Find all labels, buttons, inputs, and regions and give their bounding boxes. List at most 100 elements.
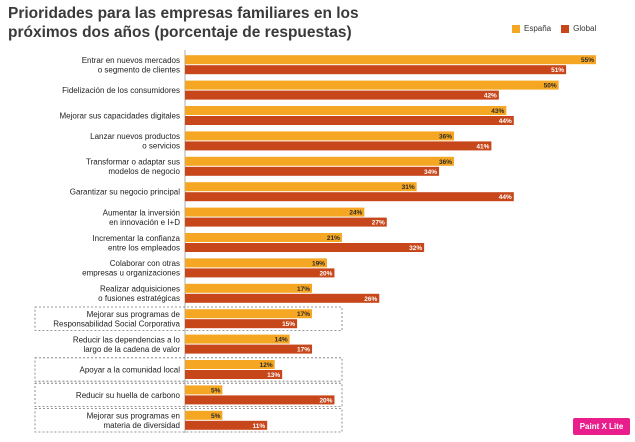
bar-global: [185, 319, 298, 329]
data-label: 34%: [424, 169, 437, 176]
category-label: materia de diversidad: [104, 421, 180, 430]
data-label: 55%: [581, 57, 594, 64]
data-label: 17%: [297, 286, 310, 293]
data-label: 15%: [282, 321, 295, 328]
category-label: Lanzar nuevos productos: [90, 132, 180, 141]
bar-global: [185, 166, 440, 176]
legend-label-global: Global: [573, 24, 597, 33]
highlight-box: [34, 408, 343, 433]
bar-global: [185, 370, 283, 379]
bar-spain: [185, 334, 290, 344]
paint-x-lite-badge: Paint X Lite: [573, 418, 630, 435]
data-label: 44%: [499, 118, 512, 125]
data-label: 17%: [297, 347, 310, 354]
bar-global: [185, 243, 425, 252]
bar-global: [185, 293, 380, 303]
data-label: 41%: [476, 143, 489, 150]
legend-item-global: Global: [561, 24, 596, 33]
data-label: 5%: [211, 413, 221, 420]
category-label: largo de la cadena de valor: [83, 345, 180, 354]
bar-spain: [185, 233, 342, 242]
data-label: 21%: [327, 235, 340, 242]
bar-global: [185, 268, 335, 278]
category-label: entre los empleados: [108, 243, 180, 252]
data-label: 12%: [260, 362, 273, 369]
bar-global: [185, 90, 499, 100]
data-label: 20%: [319, 270, 332, 277]
data-label: 44%: [499, 194, 512, 201]
bar-spain: [185, 55, 596, 65]
chart-legend: España Global: [512, 24, 596, 33]
category-label: Reducir las dependencias a lo: [73, 335, 181, 344]
data-label: 36%: [439, 159, 452, 166]
data-label: 43%: [491, 108, 504, 115]
data-label: 24%: [349, 210, 362, 217]
category-label: Mejorar sus capacidades digitales: [59, 112, 180, 121]
category-label: modelos de negocio: [108, 167, 180, 176]
bar-spain: [185, 309, 313, 319]
legend-swatch-spain: [512, 24, 520, 33]
category-label: Realizar adquisiciones: [100, 285, 180, 294]
category-label: Responsabilidad Social Corporativa: [53, 319, 180, 328]
data-label: 27%: [372, 220, 385, 227]
data-label: 31%: [402, 184, 415, 191]
category-label: Mejorar sus programas en: [87, 412, 180, 421]
bar-global: [185, 65, 567, 75]
category-label: Entrar en nuevos mercados: [82, 56, 180, 65]
bar-global: [185, 344, 313, 354]
data-label: 14%: [275, 337, 288, 344]
category-label: Apoyar a la comunidad local: [79, 366, 180, 375]
bar-spain: [185, 207, 365, 217]
category-label: o segmento de clientes: [98, 65, 180, 74]
bar-global: [185, 395, 335, 405]
bar-global: [185, 420, 268, 430]
bar-global: [185, 116, 514, 125]
category-label: Incrementar la confianza: [92, 234, 180, 243]
data-label: 51%: [551, 67, 564, 74]
highlight-box: [34, 306, 343, 331]
category-label: o servicios: [142, 142, 180, 151]
legend-swatch-global: [561, 24, 570, 33]
bar-spain: [185, 283, 313, 293]
data-label: 19%: [312, 260, 325, 267]
category-label: Colaborar con otras: [110, 259, 180, 268]
data-label: 32%: [409, 245, 422, 252]
highlight-box: [34, 382, 343, 408]
data-label: 11%: [253, 423, 266, 430]
bar-global: [185, 192, 514, 202]
bar-spain: [185, 80, 559, 90]
highlight-box: [34, 357, 343, 382]
data-label: 13%: [267, 372, 280, 379]
category-label: en innovación e I+D: [109, 218, 180, 227]
category-label: empresas u organizaciones: [82, 269, 180, 278]
bar-global: [185, 217, 387, 227]
category-label: o fusiones estratégicas: [98, 294, 180, 303]
category-label: Aumentar la inversión: [103, 208, 180, 217]
chart-title: Prioridades para las empresas familiares…: [8, 4, 478, 42]
category-label: Transformar o adaptar sus: [86, 158, 180, 167]
bar-spain: [185, 131, 455, 141]
chart-title-line2: próximos dos años (porcentaje de respues…: [8, 24, 352, 41]
legend-item-spain: España: [512, 24, 551, 33]
bar-global: [185, 141, 492, 151]
data-label: 42%: [484, 93, 497, 100]
legend-label-spain: España: [524, 24, 552, 33]
bar-spain: [185, 410, 223, 420]
data-label: 5%: [211, 387, 221, 394]
chart-title-line1: Prioridades para las empresas familiares…: [8, 5, 359, 22]
bar-spain: [185, 182, 417, 192]
data-label: 20%: [319, 397, 332, 404]
data-label: 17%: [297, 311, 310, 318]
category-label: Fidelización de los consumidores: [62, 86, 180, 95]
category-label: Mejorar sus programas de: [87, 310, 181, 319]
data-label: 26%: [364, 296, 377, 303]
bar-spain: [185, 106, 507, 115]
category-label: Reducir su huella de carbono: [76, 391, 181, 400]
bar-spain: [185, 156, 455, 166]
data-label: 50%: [544, 83, 557, 90]
category-label: Garantizar su negocio principal: [70, 188, 181, 197]
bar-spain: [185, 360, 275, 369]
bar-spain: [185, 258, 327, 268]
data-label: 36%: [439, 133, 452, 140]
